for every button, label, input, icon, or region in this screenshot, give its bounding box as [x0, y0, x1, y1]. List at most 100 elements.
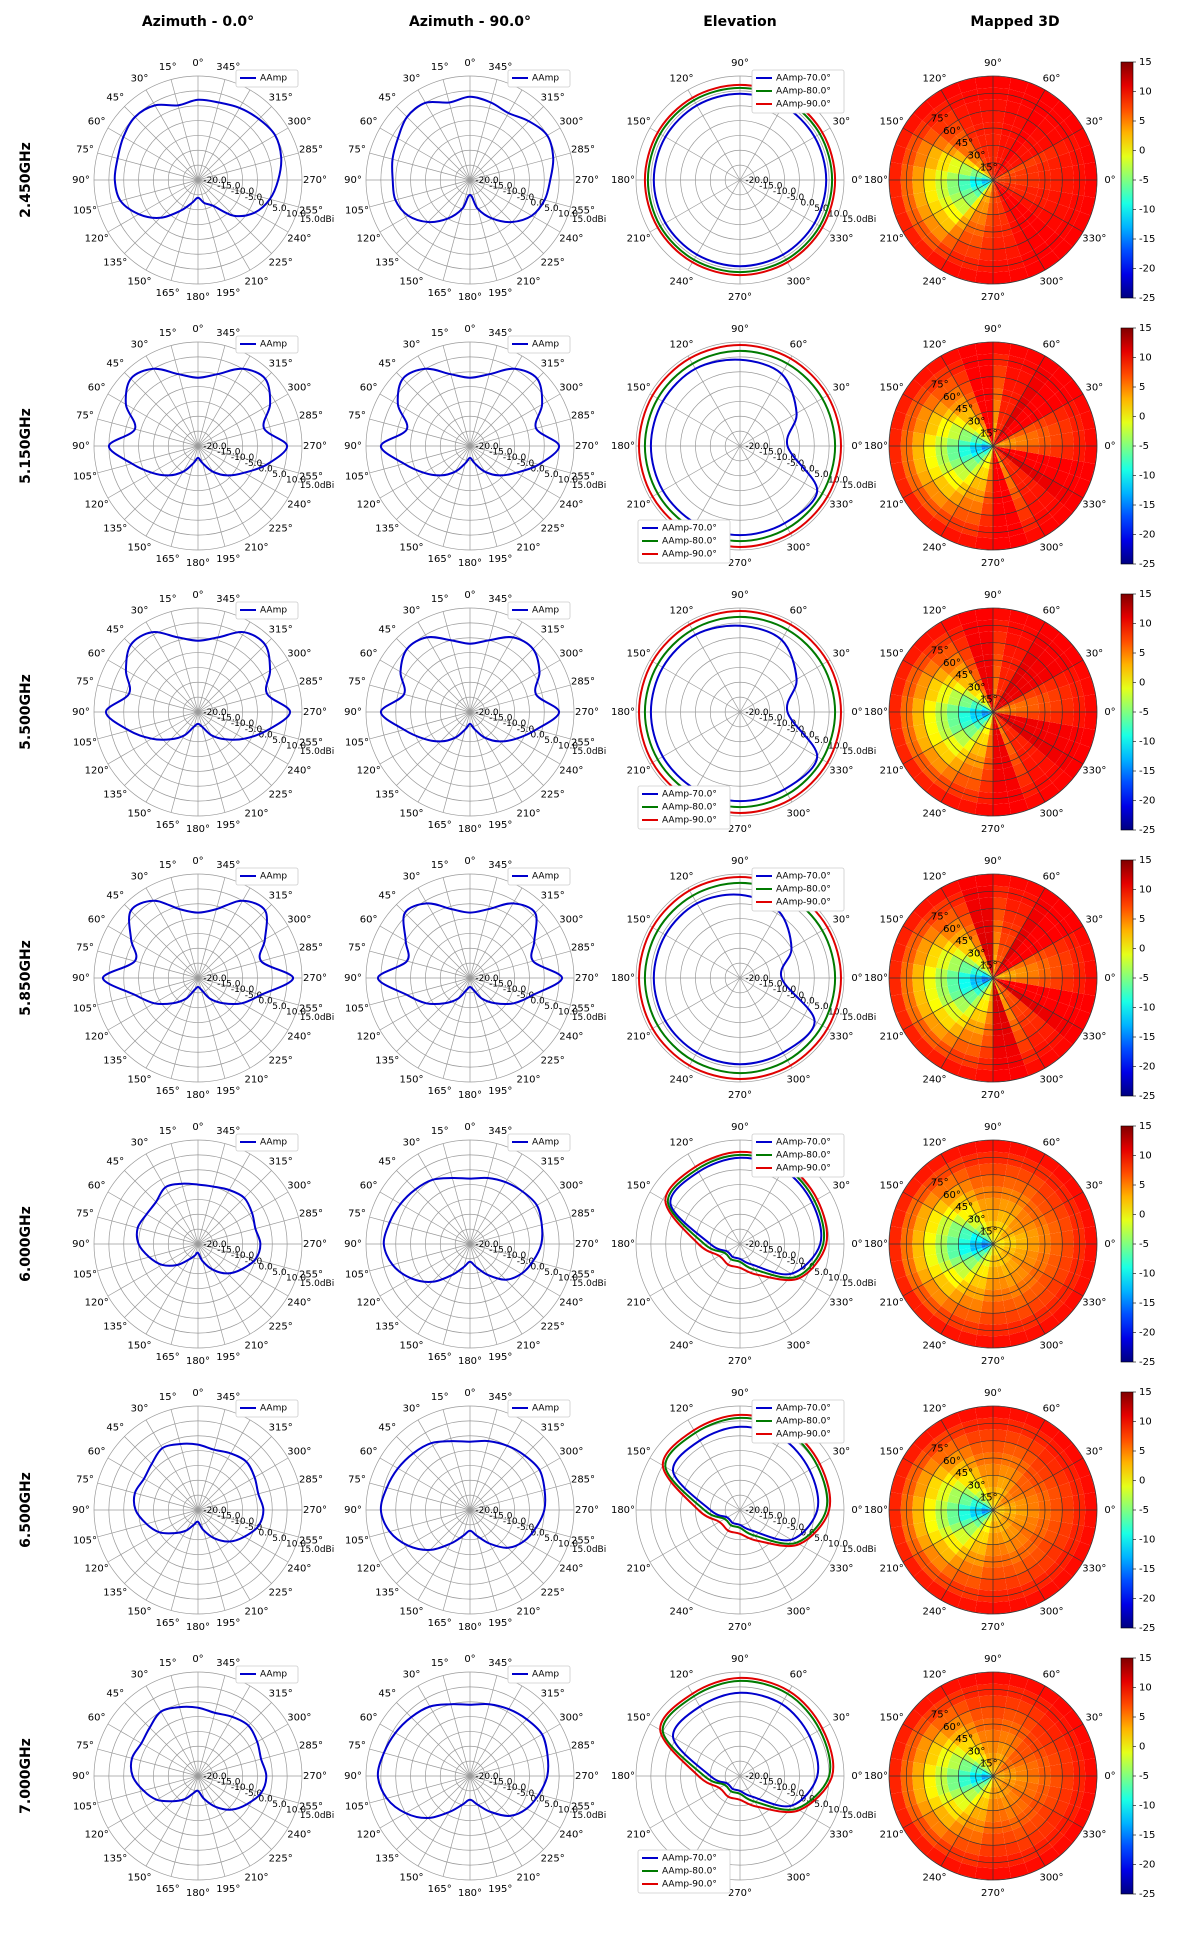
heat-cell	[998, 1252, 1008, 1265]
legend-box	[507, 1665, 571, 1684]
colorbar-tick-label: -10	[1139, 1801, 1155, 1812]
heat-cell	[1073, 211, 1091, 232]
heat-cell	[993, 712, 1004, 720]
angle-label: 270°	[303, 973, 327, 984]
heat-cell	[970, 1745, 982, 1759]
heat-cell	[916, 1267, 933, 1285]
heat-cell	[947, 186, 961, 196]
heat-cell	[966, 1524, 979, 1537]
heat-cell	[916, 671, 933, 689]
heat-cell	[1005, 1696, 1021, 1711]
angle-label: 0°	[851, 1505, 862, 1516]
heat-cell	[981, 1510, 993, 1513]
heat-cell	[957, 875, 977, 892]
heat-cell	[1053, 1735, 1070, 1753]
heat-cell	[1014, 450, 1028, 458]
heat-cell	[993, 168, 996, 180]
legend-label: AAmp	[260, 872, 287, 882]
grid-spoke	[197, 179, 226, 281]
heat-cell	[972, 451, 985, 461]
heat-cell	[990, 1510, 993, 1522]
angle-label: 45°	[106, 1156, 124, 1167]
colorbar-tick-label: -15	[1139, 1564, 1155, 1575]
heat-cell	[946, 1510, 959, 1519]
heat-cell	[993, 514, 1008, 527]
radial-tick-label: 15.0dBi	[300, 215, 334, 225]
radial-tick-label: -20.0	[475, 442, 499, 452]
heat-cell	[962, 457, 976, 469]
heat-cell	[1047, 1786, 1062, 1800]
radial-tick-label: 10.0	[558, 1273, 578, 1283]
radial-tick-label: -5.0	[245, 193, 263, 203]
heat-cell	[969, 111, 983, 126]
heat-cell	[960, 985, 973, 996]
grid-spoke	[145, 621, 199, 713]
heat-cell	[977, 1464, 987, 1478]
ring-label: 75°	[931, 1710, 949, 1721]
heat-cell	[998, 454, 1008, 467]
heat-cell	[1039, 1580, 1060, 1601]
radial-tick-label: -10.0	[773, 453, 797, 463]
heat-cell	[999, 1808, 1009, 1822]
grid-spoke	[197, 711, 299, 740]
heat-cell	[952, 150, 967, 163]
heat-cell	[997, 1209, 1005, 1223]
elevation-plot: 0°30°60°90°120°150°180°210°240°270°300°3…	[611, 1122, 876, 1367]
heat-cell	[1016, 103, 1034, 120]
grid-spoke	[197, 445, 251, 537]
colorbar-tick-label: 15	[1139, 1653, 1152, 1664]
heat-cell	[993, 978, 1005, 982]
heat-cell	[1019, 1746, 1034, 1759]
angle-label: 195°	[488, 1352, 512, 1363]
heat-cell	[975, 147, 986, 160]
heat-cell	[1079, 1792, 1096, 1812]
heat-cell	[985, 1244, 993, 1255]
angle-label: 180°	[458, 558, 482, 569]
grid-spoke	[197, 611, 226, 713]
heat-cell	[1010, 423, 1024, 435]
angle-label: 90°	[731, 1388, 749, 1399]
angle-label: 150°	[127, 276, 151, 287]
heat-cell	[960, 1492, 973, 1503]
heat-cell	[895, 660, 913, 681]
heat-cell	[984, 1235, 993, 1244]
heat-cell	[982, 1768, 993, 1776]
ring-label: 60°	[943, 924, 961, 935]
angle-label: 150°	[399, 542, 423, 553]
angle-label: 0°	[464, 856, 475, 867]
heat-cell	[981, 1244, 993, 1248]
heat-cell	[962, 723, 976, 735]
angle-label: 165°	[428, 1618, 452, 1629]
radial-tick-label: 10.0	[558, 209, 578, 219]
heat-cell	[924, 156, 939, 170]
angle-label: 255°	[571, 471, 595, 482]
heat-cell	[977, 1730, 987, 1744]
angle-label: 60°	[1043, 340, 1061, 351]
grid-spoke	[145, 887, 199, 979]
series-line-aamp	[379, 636, 561, 743]
heat-cell	[958, 446, 971, 453]
heat-cell	[947, 1782, 961, 1792]
grid-spoke	[197, 1170, 272, 1245]
heat-cell	[913, 990, 928, 1006]
colorbar-tick-label: 0	[1139, 1476, 1145, 1487]
angle-label: 30°	[131, 1138, 149, 1149]
heat-cell	[1063, 1556, 1084, 1577]
heat-cell	[981, 1507, 993, 1510]
angle-label: 150°	[399, 1872, 423, 1883]
heat-cell	[993, 978, 997, 990]
grid-spoke	[902, 393, 994, 447]
heat-cell	[1005, 1164, 1021, 1179]
heat-cell	[1025, 164, 1039, 174]
heat-cell	[1061, 1776, 1074, 1791]
heat-cell	[889, 446, 902, 465]
radial-tick-label: 0.0	[800, 1262, 815, 1272]
heat-cell	[993, 1163, 1008, 1176]
heat-cell	[1084, 1757, 1097, 1776]
colorbar-tick-label: -10	[1139, 471, 1155, 482]
heat-cell	[1000, 1264, 1011, 1277]
grid-spoke	[739, 711, 831, 765]
grid-spoke	[940, 1775, 994, 1867]
heat-cell	[1005, 1575, 1021, 1590]
heat-cell	[978, 514, 993, 527]
